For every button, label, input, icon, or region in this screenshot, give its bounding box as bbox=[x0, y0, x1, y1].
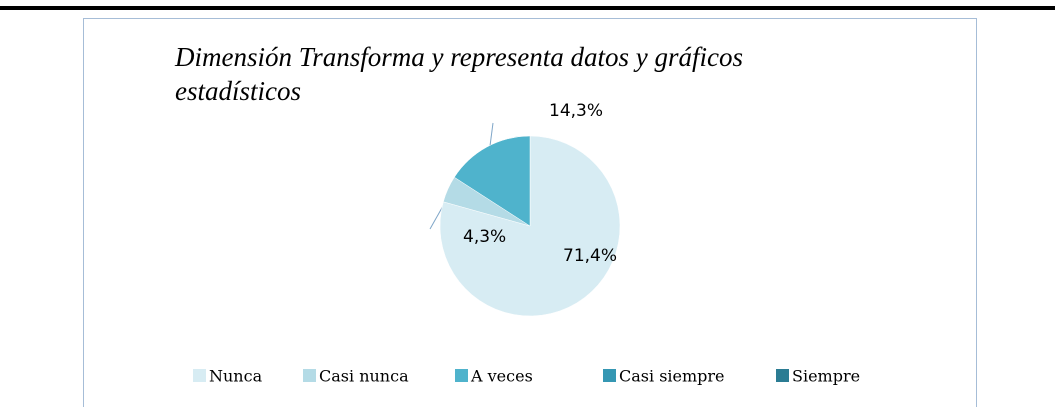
title-line: Dimensión Transforma y representa datos … bbox=[174, 42, 750, 72]
top-rule bbox=[0, 6, 1055, 10]
leader-line bbox=[489, 122, 494, 147]
title-line: estadísticos bbox=[175, 76, 301, 106]
legend-label: Siempre bbox=[792, 367, 860, 386]
leader-line bbox=[429, 205, 444, 230]
legend-swatch bbox=[303, 369, 316, 382]
legend-swatch bbox=[603, 369, 616, 382]
chart-title: Dimensión Transforma y representa datos … bbox=[174, 42, 750, 106]
legend-swatch bbox=[776, 369, 789, 382]
legend-label: Casi siempre bbox=[619, 367, 725, 386]
legend-label: A veces bbox=[470, 367, 533, 386]
pie-slice bbox=[454, 135, 531, 227]
data-label: 14,3% bbox=[549, 101, 603, 121]
data-label: 71,4% bbox=[563, 246, 617, 266]
legend-swatch bbox=[193, 369, 206, 382]
legend-swatch bbox=[455, 369, 468, 382]
legend-label: Nunca bbox=[209, 367, 263, 386]
legend-label: Casi nunca bbox=[319, 367, 409, 386]
data-label: 4,3% bbox=[463, 227, 506, 247]
